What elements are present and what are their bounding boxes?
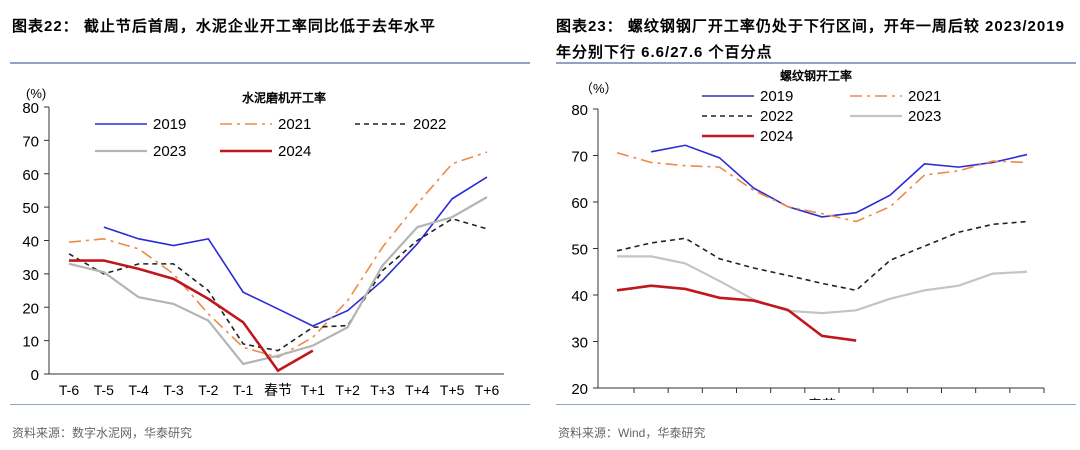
legend-label-2022: 2022 — [760, 108, 793, 125]
x-tick-label: T+5 — [981, 397, 1006, 400]
x-tick-label: T+4 — [946, 397, 971, 400]
chart-title: 螺纹钢开工率 — [780, 68, 852, 83]
y-tick-label: 60 — [22, 167, 39, 184]
x-tick-label: T+1 — [844, 397, 869, 400]
series-line-2019 — [103, 176, 488, 327]
x-tick-label: T-4 — [129, 382, 149, 398]
legend-label-2024: 2024 — [760, 128, 793, 145]
legend-label-2023: 2023 — [908, 108, 941, 125]
y-tick-label: 30 — [22, 267, 39, 284]
y-unit-label: (%) — [26, 86, 46, 101]
y-tick-label: 20 — [571, 381, 588, 398]
series-line-2024 — [69, 259, 314, 373]
x-tick-label: T-5 — [641, 397, 661, 400]
chart-rebar: 20 30 40 50 60 70 80 T-6 T-5 T-4 T-3 T-2 T-1 春节 T+1 T+2… — [571, 68, 1045, 400]
x-tick-label: T+4 — [405, 382, 430, 398]
divider — [556, 404, 1076, 405]
x-tick-label: T+5 — [440, 382, 465, 398]
legend-label-2024: 2024 — [278, 143, 311, 160]
source-right: 资料来源：Wind，华泰研究 — [558, 426, 706, 440]
x-tick-label: 春节 — [264, 382, 292, 398]
y-tick-label: 40 — [22, 234, 39, 251]
figure-title-right: 图表23： 螺纹钢钢厂开工率仍处于下行区间，开年一周后较 2023/2019 年… — [556, 18, 1065, 61]
y-tick-label: 80 — [571, 102, 588, 119]
legend-label-2019: 2019 — [153, 116, 186, 133]
divider — [556, 62, 1076, 64]
x-tick-label: T+6 — [475, 382, 500, 398]
y-tick-label: 70 — [22, 133, 39, 150]
x-tick-label: T+2 — [878, 397, 903, 400]
y-tick-label: 0 — [31, 367, 39, 384]
y-tick-label: 70 — [571, 149, 588, 166]
y-unit-label: （%） — [580, 81, 618, 96]
y-tick-label: 20 — [22, 300, 39, 317]
legend-label-2021: 2021 — [278, 116, 311, 133]
x-tick-label: T-1 — [778, 397, 798, 400]
chart-cement: 0 10 20 30 40 50 60 70 80 T-6 T-5 T-4 T-3 T-2 T-1 春节 T+1… — [22, 86, 504, 398]
divider — [10, 62, 530, 64]
series-line-2024 — [616, 284, 857, 342]
x-tick-label: T-6 — [607, 397, 627, 400]
y-tick-label: 50 — [571, 242, 588, 259]
x-tick-label: T-3 — [163, 382, 183, 398]
y-tick-label: 40 — [571, 288, 588, 305]
divider — [10, 404, 530, 405]
x-tick-label: T-3 — [709, 397, 729, 400]
y-tick-label: 60 — [571, 195, 588, 212]
series-line-2023 — [68, 196, 488, 366]
series-line-2021 — [616, 151, 1028, 223]
x-tick-label: T-4 — [675, 397, 695, 400]
x-tick-label: T+6 — [1015, 397, 1040, 400]
x-tick-label: 春节 — [808, 397, 836, 400]
source-left: 资料来源：数字水泥网，华泰研究 — [12, 426, 193, 440]
x-tick-label: T-2 — [198, 382, 218, 398]
series-line-2022 — [68, 217, 488, 352]
series-line-2019 — [651, 144, 1028, 218]
x-tick-label: T+1 — [301, 382, 326, 398]
x-tick-label: T+3 — [370, 382, 395, 398]
x-tick-label: T-1 — [233, 382, 253, 398]
chart-title: 水泥磨机开工率 — [242, 90, 326, 105]
legend-label-2023: 2023 — [153, 143, 186, 160]
legend-label-2021: 2021 — [908, 88, 941, 105]
y-tick-label: 30 — [571, 335, 588, 352]
figure-title-left: 图表22： 截止节后首周，水泥企业开工率同比低于去年水平 — [12, 18, 436, 35]
y-tick-label: 10 — [22, 334, 39, 351]
x-tick-label: T-6 — [59, 382, 79, 398]
x-tick-label: T-5 — [94, 382, 114, 398]
series-line-2021 — [68, 151, 488, 359]
legend-label-2019: 2019 — [760, 88, 793, 105]
x-tick-label: T+2 — [335, 382, 360, 398]
series-line-2022 — [616, 220, 1028, 292]
x-tick-label: T-2 — [744, 397, 764, 400]
legend-label-2022: 2022 — [413, 116, 446, 133]
y-tick-label: 50 — [22, 200, 39, 217]
series-line-2023 — [617, 255, 1028, 315]
x-tick-label: T+3 — [912, 397, 937, 400]
y-tick-label: 80 — [22, 100, 39, 117]
